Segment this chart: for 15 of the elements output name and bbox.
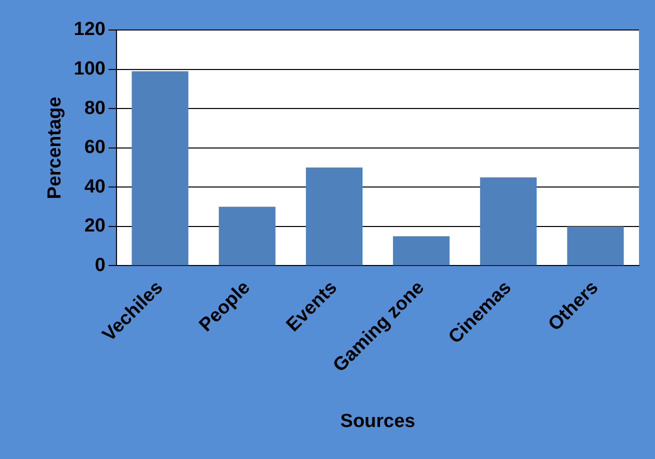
y-tick-label: 20: [84, 216, 106, 237]
y-tick-label: 0: [94, 254, 106, 276]
y-tick-label: 60: [84, 137, 106, 158]
bar: [132, 71, 188, 266]
x-axis-title: Sources: [340, 410, 416, 432]
bar: [218, 206, 276, 266]
bar: [567, 226, 624, 266]
y-axis-title: Percentage: [44, 96, 66, 200]
y-tick-label: 80: [84, 98, 106, 119]
bar: [306, 168, 363, 266]
bar: [392, 236, 450, 266]
y-tick-label: 100: [74, 58, 106, 80]
bar: [480, 177, 537, 266]
y-tick-label: 120: [74, 19, 106, 40]
y-tick-label: 40: [84, 176, 106, 198]
